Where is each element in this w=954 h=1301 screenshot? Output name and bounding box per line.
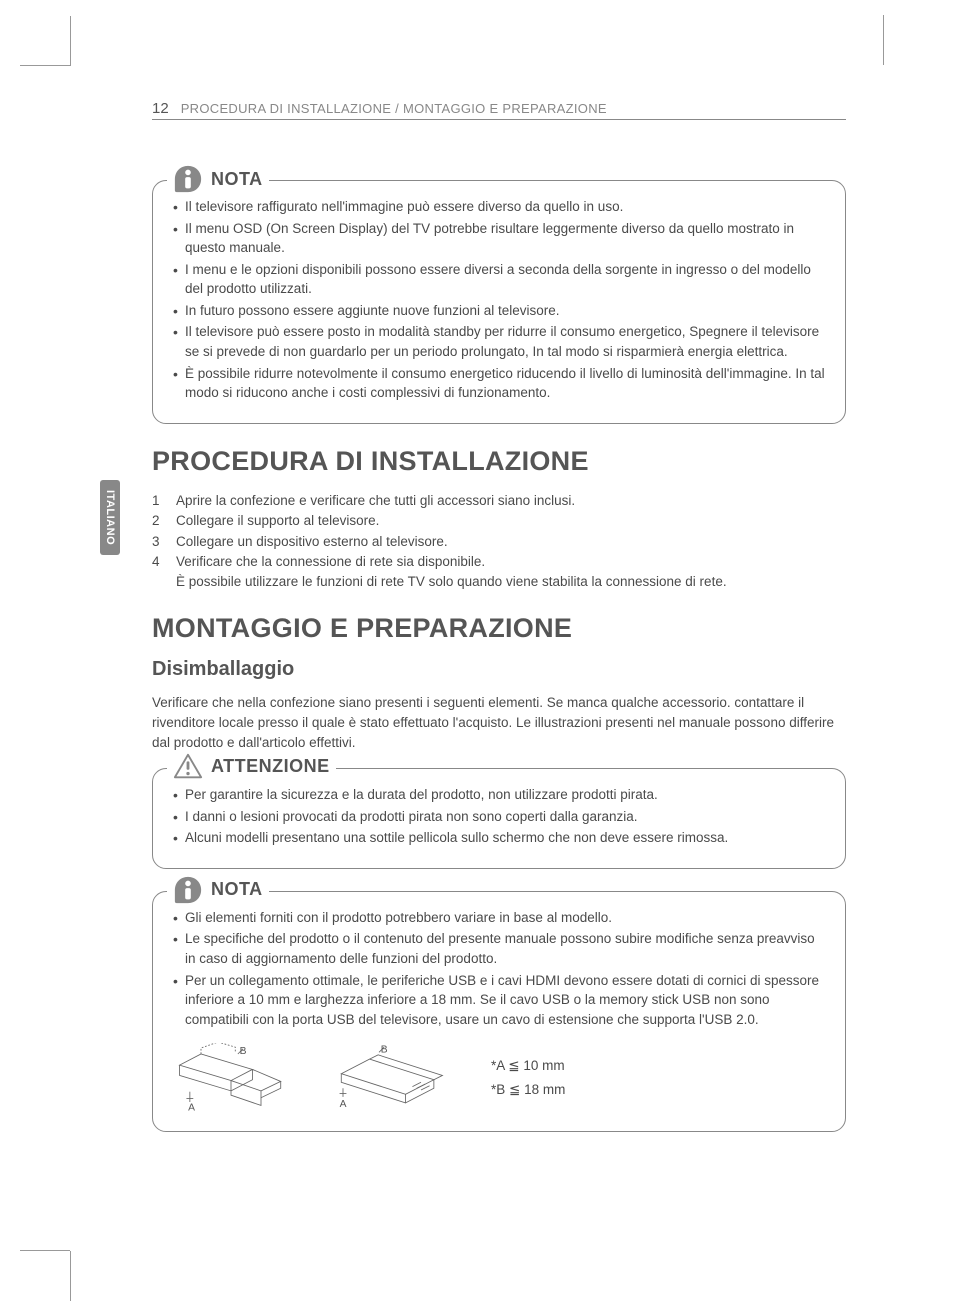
info-icon [173,875,203,905]
callout-title: NOTA [211,879,263,900]
callout-title: ATTENZIONE [211,756,330,777]
crop-mark-bl [20,1250,70,1251]
label-a: A [188,1103,195,1113]
warning-icon [173,752,203,780]
usb-stick-diagram: A B [331,1043,451,1113]
list-item: Per garantire la sicurezza e la durata d… [171,785,827,805]
list-item: È possibile ridurre notevolmente il cons… [171,364,827,403]
list-item: Il televisore raffigurato nell'immagine … [171,197,827,217]
info-icon [173,164,203,194]
attenzione-callout: ATTENZIONE Per garantire la sicurezza e … [152,768,846,869]
section2-subtitle: Disimballaggio [152,658,846,681]
dim-b: *B ≦ 18 mm [491,1078,565,1102]
list-item: Alcuni modelli presentano una sottile pe… [171,828,827,848]
list-item: Per un collegamento ottimale, le perifer… [171,971,827,1030]
usb-diagram-row: A B A B *A [171,1043,827,1113]
section2-paragraph: Verificare che nella confezione siano pr… [152,693,846,752]
callout-header: NOTA [167,164,269,194]
callout-header: ATTENZIONE [167,752,336,780]
step-text: Collegare un dispositivo esterno al tele… [176,532,448,552]
page-header: 12 PROCEDURA DI INSTALLAZIONE / MONTAGGI… [152,100,846,120]
step-item: 3 Collegare un dispositivo esterno al tel… [152,532,846,552]
label-b: B [381,1044,388,1055]
step-text: Collegare il supporto al televisore. [176,511,379,531]
list-item: I menu e le opzioni disponibili possono … [171,260,827,299]
page-content: 12 PROCEDURA DI INSTALLAZIONE / MONTAGGI… [0,0,954,1214]
usb-connector-diagram: A B [171,1043,291,1113]
nota2-list: Gli elementi forniti con il prodotto pot… [171,908,827,1029]
step-num: 4 [152,552,164,591]
step-item: 1 Aprire la confezione e verificare che t… [152,491,846,511]
nota-callout-2: NOTA Gli elementi forniti con il prodott… [152,891,846,1132]
list-item: Il televisore può essere posto in modali… [171,322,827,361]
list-item: Il menu OSD (On Screen Display) del TV p… [171,219,827,258]
language-tab: ITALIANO [100,480,120,555]
list-item: In futuro possono essere aggiunte nuove … [171,301,827,321]
nota-callout-1: NOTA Il televisore raffigurato nell'imma… [152,180,846,424]
section1-title: PROCEDURA DI INSTALLAZIONE [152,446,846,477]
step-num: 3 [152,532,164,552]
nota1-list: Il televisore raffigurato nell'immagine … [171,197,827,403]
dim-a: *A ≦ 10 mm [491,1054,565,1078]
label-b: B [240,1046,247,1057]
step-text: Verificare che la connessione di rete si… [176,552,727,591]
header-title: PROCEDURA DI INSTALLAZIONE / MONTAGGIO E… [181,101,607,116]
list-item: Gli elementi forniti con il prodotto pot… [171,908,827,928]
install-steps: 1 Aprire la confezione e verificare che t… [152,491,846,592]
dimensions-text: *A ≦ 10 mm *B ≦ 18 mm [491,1054,565,1103]
callout-header: NOTA [167,875,269,905]
attenzione-list: Per garantire la sicurezza e la durata d… [171,785,827,848]
step-num: 2 [152,511,164,531]
step-item: 4 Verificare che la connessione di rete s… [152,552,846,591]
list-item: Le specifiche del prodotto o il contenut… [171,929,827,968]
callout-title: NOTA [211,169,263,190]
page-number: 12 [152,100,169,117]
step-text: Aprire la confezione e verificare che tu… [176,491,575,511]
step-item: 2 Collegare il supporto al televisore. [152,511,846,531]
list-item: I danni o lesioni provocati da prodotti … [171,807,827,827]
label-a: A [340,1099,347,1110]
step-num: 1 [152,491,164,511]
section2-title: MONTAGGIO E PREPARAZIONE [152,613,846,644]
